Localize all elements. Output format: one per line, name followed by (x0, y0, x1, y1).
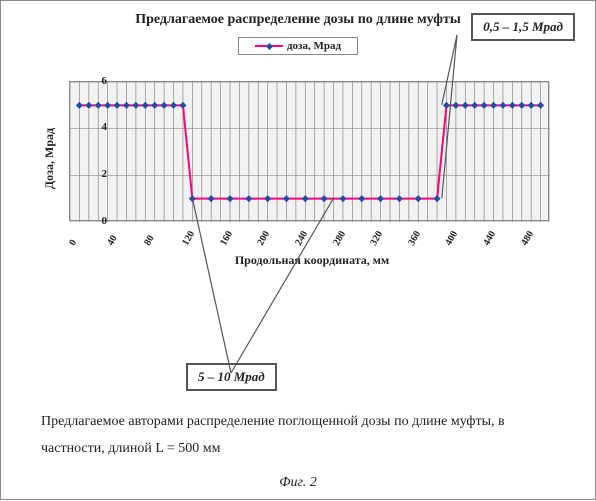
y-tick-label: 6 (87, 75, 107, 87)
x-tick-label: 120 (180, 229, 197, 247)
x-tick-label: 40 (105, 233, 120, 247)
callout-low-dose-text: 5 – 10 Мрад (198, 369, 265, 384)
y-axis-label: Доза, Мрад (42, 127, 57, 188)
x-axis-label: Продольная координата, мм (49, 253, 575, 268)
x-tick-label: 0 (67, 237, 79, 247)
legend-label: доза, Мрад (287, 40, 341, 52)
legend: доза, Мрад (238, 37, 358, 55)
plot-area (69, 81, 549, 221)
caption: Предлагаемое авторами распределение погл… (41, 409, 565, 462)
callout-low-dose: 5 – 10 Мрад (186, 363, 277, 391)
x-tick-label: 360 (406, 229, 423, 247)
y-tick-label: 4 (87, 121, 107, 133)
callout-high-dose: 0,5 – 1,5 Мрад (471, 13, 575, 41)
plot-svg (70, 82, 550, 222)
legend-swatch (255, 41, 283, 51)
x-tick-label: 200 (255, 229, 272, 247)
x-tick-label: 80 (142, 233, 157, 247)
x-tick-label: 280 (331, 229, 348, 247)
y-tick-label: 0 (87, 215, 107, 227)
x-tick-label: 480 (519, 229, 536, 247)
y-tick-label: 2 (87, 168, 107, 180)
page: Предлагаемое распределение дозы по длине… (0, 0, 596, 500)
x-tick-label: 160 (218, 229, 235, 247)
figure-label: Фиг. 2 (1, 475, 595, 491)
x-tick-label: 320 (368, 229, 385, 247)
caption-text: Предлагаемое авторами распределение погл… (41, 414, 505, 456)
x-tick-label: 400 (444, 229, 461, 247)
callout-high-dose-text: 0,5 – 1,5 Мрад (483, 19, 563, 34)
x-tick-label: 440 (481, 229, 498, 247)
chart: Доза, Мрад Продольная координата, мм 024… (49, 81, 575, 251)
x-tick-label: 240 (293, 229, 310, 247)
